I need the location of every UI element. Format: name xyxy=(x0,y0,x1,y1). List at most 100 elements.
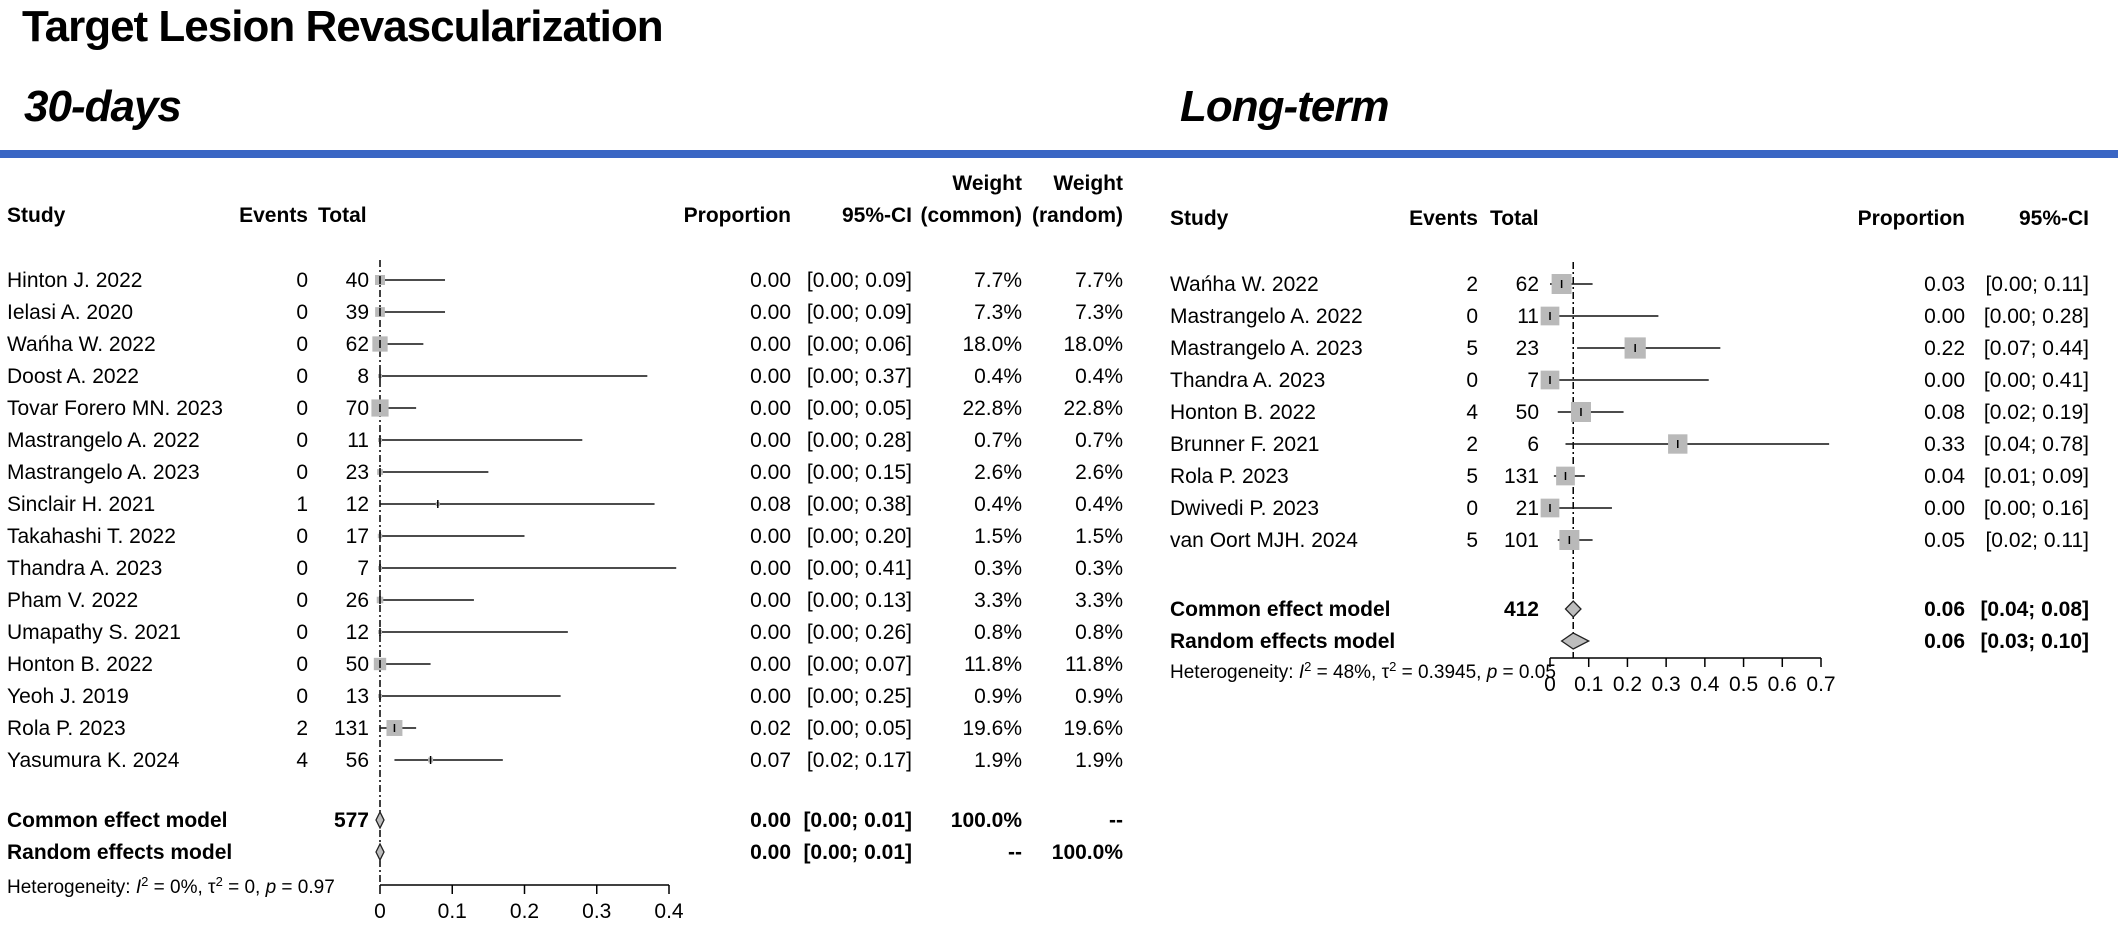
study-events: 5 xyxy=(1466,529,1478,552)
study-proportion: 0.07 xyxy=(750,749,791,772)
heterogeneity-note: Heterogeneity: I2 = 0%, τ2 = 0, p = 0.97 xyxy=(7,874,335,899)
study-total: 39 xyxy=(346,301,369,324)
study-proportion: 0.00 xyxy=(750,461,791,484)
study-ci: [0.02; 0.17] xyxy=(807,749,912,772)
study-label: Yasumura K. 2024 xyxy=(7,749,180,772)
study-events: 0 xyxy=(296,525,308,548)
study-proportion: 0.04 xyxy=(1924,465,1965,488)
study-weight-random: 1.9% xyxy=(1075,749,1123,772)
study-weight-common: 7.3% xyxy=(974,301,1022,324)
study-events: 2 xyxy=(296,717,308,740)
study-weight-random: 7.7% xyxy=(1075,269,1123,292)
study-weight-random: 22.8% xyxy=(1063,397,1123,420)
pooled-diamond xyxy=(375,810,385,830)
study-label: Mastrangelo A. 2023 xyxy=(1170,337,1363,360)
study-ci: [0.04; 0.78] xyxy=(1984,433,2089,456)
study-proportion: 0.00 xyxy=(750,653,791,676)
study-total: 11 xyxy=(1517,305,1539,328)
x-tick-label: 0.6 xyxy=(1768,673,1797,696)
pooled-ci: [0.00; 0.01] xyxy=(803,809,912,832)
study-weight-common: 0.4% xyxy=(974,493,1022,516)
x-tick-label: 0.2 xyxy=(510,900,539,923)
pooled-ci: [0.03; 0.10] xyxy=(1980,630,2089,653)
study-weight-common: 0.7% xyxy=(974,429,1022,452)
study-total: 131 xyxy=(334,717,369,740)
study-total: 13 xyxy=(346,685,369,708)
study-label: Yeoh J. 2019 xyxy=(7,685,129,708)
study-label: Sinclair H. 2021 xyxy=(7,493,155,516)
study-weight-random: 1.5% xyxy=(1075,525,1123,548)
pooled-weight-common: 100.0% xyxy=(951,809,1023,832)
study-proportion: 0.00 xyxy=(750,525,791,548)
study-ci: [0.00; 0.11] xyxy=(1985,273,2089,296)
section-divider xyxy=(0,150,2118,158)
study-proportion: 0.00 xyxy=(750,301,791,324)
study-ci: [0.00; 0.37] xyxy=(807,365,912,388)
section-title-30-days: 30-days xyxy=(24,82,182,131)
study-total: 12 xyxy=(346,493,369,516)
study-proportion: 0.08 xyxy=(750,493,791,516)
study-events: 2 xyxy=(1466,273,1478,296)
header-study: Study xyxy=(1170,207,1229,230)
header-events: Events xyxy=(239,204,308,227)
study-weight-random: 7.3% xyxy=(1075,301,1123,324)
study-proportion: 0.00 xyxy=(750,429,791,452)
x-tick-label: 0.3 xyxy=(582,900,611,923)
random-effects-label: Random effects model xyxy=(7,841,232,864)
study-events: 1 xyxy=(296,493,308,516)
study-events: 0 xyxy=(296,653,308,676)
study-ci: [0.00; 0.16] xyxy=(1984,497,2089,520)
study-total: 50 xyxy=(1516,401,1539,424)
header-weight-common: Weight xyxy=(952,172,1022,195)
study-proportion: 0.00 xyxy=(750,621,791,644)
study-total: 21 xyxy=(1516,497,1539,520)
pooled-proportion: 0.06 xyxy=(1924,630,1965,653)
study-events: 4 xyxy=(1466,401,1478,424)
study-total: 62 xyxy=(1516,273,1539,296)
study-label: Wańha W. 2022 xyxy=(7,333,156,356)
pooled-total: 412 xyxy=(1504,598,1539,621)
study-total: 23 xyxy=(1516,337,1539,360)
study-weight-common: 18.0% xyxy=(962,333,1022,356)
study-total: 11 xyxy=(347,429,369,452)
study-ci: [0.00; 0.05] xyxy=(807,717,912,740)
header-total: Total xyxy=(318,204,367,227)
section-title-long-term: Long-term xyxy=(1180,82,1390,131)
study-ci: [0.00; 0.06] xyxy=(807,333,912,356)
study-weight-random: 11.8% xyxy=(1065,653,1123,676)
study-proportion: 0.00 xyxy=(750,589,791,612)
x-tick-label: 0.5 xyxy=(1729,673,1758,696)
pooled-weight-random: 100.0% xyxy=(1052,841,1124,864)
x-tick-label: 0.1 xyxy=(438,900,467,923)
study-weight-random: 0.9% xyxy=(1075,685,1123,708)
study-label: Honton B. 2022 xyxy=(1170,401,1316,424)
x-tick-label: 0.4 xyxy=(654,900,684,923)
study-ci: [0.00; 0.41] xyxy=(1984,369,2089,392)
study-weight-common: 3.3% xyxy=(974,589,1022,612)
header-total: Total xyxy=(1490,207,1539,230)
study-proportion: 0.00 xyxy=(750,365,791,388)
study-ci: [0.00; 0.25] xyxy=(807,685,912,708)
study-weight-common: 7.7% xyxy=(974,269,1022,292)
study-events: 0 xyxy=(1466,497,1478,520)
study-events: 0 xyxy=(296,461,308,484)
study-ci: [0.00; 0.28] xyxy=(807,429,912,452)
study-label: Umapathy S. 2021 xyxy=(7,621,181,644)
study-ci: [0.00; 0.38] xyxy=(807,493,912,516)
study-total: 7 xyxy=(1527,369,1539,392)
study-proportion: 0.03 xyxy=(1924,273,1965,296)
x-tick-label: 0.2 xyxy=(1613,673,1642,696)
pooled-proportion: 0.00 xyxy=(750,809,791,832)
header-ci: 95%-CI xyxy=(2019,207,2089,230)
study-weight-random: 19.6% xyxy=(1063,717,1123,740)
study-weight-random: 0.4% xyxy=(1075,493,1123,516)
header-study: Study xyxy=(7,204,66,227)
study-ci: [0.00; 0.09] xyxy=(807,269,912,292)
study-total: 40 xyxy=(346,269,369,292)
common-effect-label: Common effect model xyxy=(7,809,228,832)
study-total: 131 xyxy=(1504,465,1539,488)
study-total: 26 xyxy=(346,589,369,612)
study-label: Ielasi A. 2020 xyxy=(7,301,133,324)
study-label: Rola P. 2023 xyxy=(7,717,126,740)
header-weight-random: Weight xyxy=(1053,172,1123,195)
